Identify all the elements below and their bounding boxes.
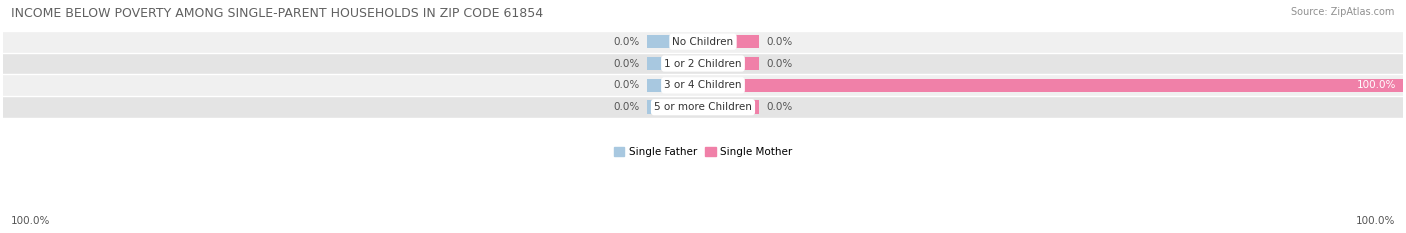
Bar bbox=[647, 100, 703, 114]
Text: 0.0%: 0.0% bbox=[614, 37, 640, 47]
Bar bbox=[3, 96, 1403, 118]
Text: 0.0%: 0.0% bbox=[614, 80, 640, 90]
Text: 3 or 4 Children: 3 or 4 Children bbox=[664, 80, 742, 90]
Text: 1 or 2 Children: 1 or 2 Children bbox=[664, 58, 742, 69]
Text: 100.0%: 100.0% bbox=[1357, 80, 1396, 90]
Text: 0.0%: 0.0% bbox=[614, 58, 640, 69]
Text: Source: ZipAtlas.com: Source: ZipAtlas.com bbox=[1291, 7, 1395, 17]
Bar bbox=[703, 79, 1403, 92]
Bar bbox=[3, 53, 1403, 74]
Bar bbox=[703, 57, 759, 70]
Text: INCOME BELOW POVERTY AMONG SINGLE-PARENT HOUSEHOLDS IN ZIP CODE 61854: INCOME BELOW POVERTY AMONG SINGLE-PARENT… bbox=[11, 7, 543, 20]
Bar bbox=[3, 74, 1403, 96]
Text: 100.0%: 100.0% bbox=[11, 216, 51, 226]
Bar bbox=[703, 35, 759, 48]
Text: 5 or more Children: 5 or more Children bbox=[654, 102, 752, 112]
Text: 0.0%: 0.0% bbox=[766, 37, 792, 47]
Text: 100.0%: 100.0% bbox=[1355, 216, 1395, 226]
Bar bbox=[647, 79, 703, 92]
Bar bbox=[647, 35, 703, 48]
Text: 0.0%: 0.0% bbox=[614, 102, 640, 112]
Text: 0.0%: 0.0% bbox=[766, 102, 792, 112]
Bar bbox=[3, 31, 1403, 53]
Legend: Single Father, Single Mother: Single Father, Single Mother bbox=[610, 143, 796, 161]
Bar bbox=[703, 100, 759, 114]
Bar bbox=[647, 57, 703, 70]
Text: No Children: No Children bbox=[672, 37, 734, 47]
Text: 0.0%: 0.0% bbox=[766, 58, 792, 69]
